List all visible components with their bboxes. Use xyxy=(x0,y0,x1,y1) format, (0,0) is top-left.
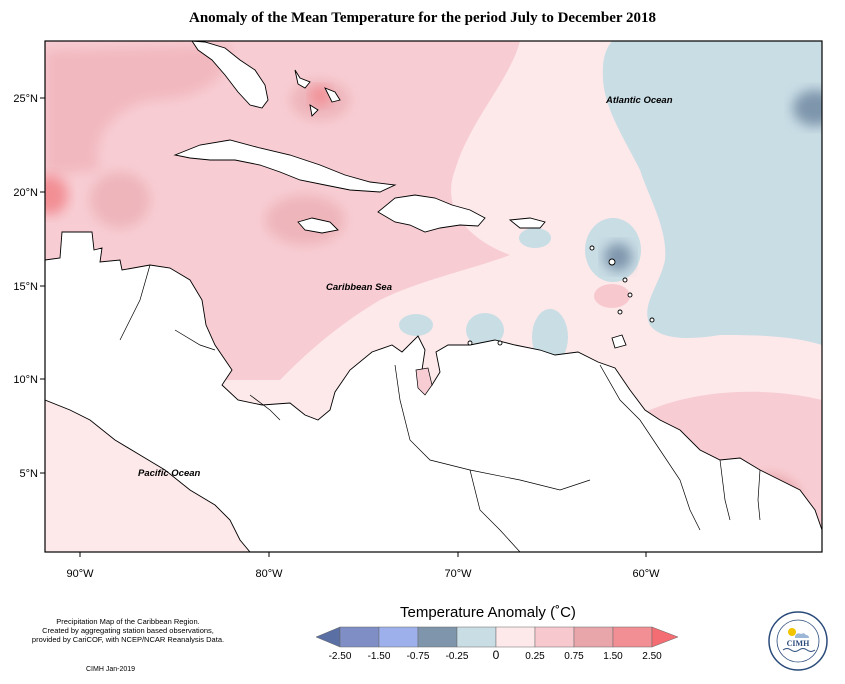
legend-swatch xyxy=(339,626,380,648)
lat-tick-label: 10°N xyxy=(13,374,38,386)
credits-block: Precipitation Map of the Caribbean Regio… xyxy=(8,617,248,644)
island-dot xyxy=(617,309,623,315)
anomaly-blob-aruba xyxy=(399,314,433,336)
island-dot xyxy=(649,317,655,323)
lat-tick-label: 20°N xyxy=(13,187,38,199)
anomaly-blob-curacao xyxy=(466,313,504,347)
atlantic-ocean-label: Atlantic Ocean xyxy=(605,95,673,106)
credits-date: CIMH Jan-2019 xyxy=(86,666,136,673)
lat-tick-label: 5°N xyxy=(20,468,39,480)
legend-arrow-low xyxy=(315,626,341,648)
legend-swatch xyxy=(378,626,419,648)
legend-swatch xyxy=(456,626,497,648)
island-dot xyxy=(497,340,503,346)
lat-tick-label: 15°N xyxy=(13,281,38,293)
lon-tick-label: 70°W xyxy=(444,568,472,580)
legend-swatch xyxy=(573,626,614,648)
map-title: Anomaly of the Mean Temperature for the … xyxy=(188,10,657,26)
lon-tick-label: 80°W xyxy=(255,568,283,580)
legend-label: -0.25 xyxy=(446,651,469,662)
legend-title: Temperature Anomaly (˚C) xyxy=(400,604,576,621)
land-outlines xyxy=(45,41,822,552)
lon-tick-label: 60°W xyxy=(632,568,660,580)
legend-label: 0.25 xyxy=(525,651,545,662)
country-borders xyxy=(119,264,761,552)
credits-line: Precipitation Map of the Caribbean Regio… xyxy=(56,617,200,626)
lat-tick-label: 25°N xyxy=(13,93,38,105)
anomaly-blob-bahamas-core xyxy=(310,86,330,106)
longitude-axis: 90°W 80°W 70°W 60°W xyxy=(66,552,660,580)
hispaniola-land xyxy=(377,194,486,233)
cuba-land xyxy=(173,139,397,193)
island-dot xyxy=(627,292,633,298)
logo-text: CIMH xyxy=(787,639,810,648)
legend-label: 0 xyxy=(493,648,500,662)
lake-maracaibo xyxy=(415,367,433,396)
map-frame xyxy=(44,40,823,553)
anomaly-blob-guadeloupe-core xyxy=(604,243,632,271)
legend-swatch xyxy=(417,626,458,648)
legend-label: -2.50 xyxy=(329,651,352,662)
sun-icon xyxy=(788,628,796,636)
legend-label: -1.50 xyxy=(368,651,391,662)
legend-colorbar: -2.50 -1.50 -0.75 -0.25 0 0.25 0.75 1.50… xyxy=(315,626,679,662)
anomaly-blob-west-coast xyxy=(45,175,68,215)
anomaly-field-atlantic-blue xyxy=(602,41,822,345)
legend-swatch xyxy=(495,626,536,648)
latitude-axis: 25°N 20°N 15°N 10°N 5°N xyxy=(13,93,45,480)
anomaly-blob-antilles xyxy=(594,284,630,308)
puerto-rico-land xyxy=(508,217,546,229)
island-dot xyxy=(608,258,616,266)
anomaly-blob-east xyxy=(793,90,822,126)
anomaly-blob-yucatan xyxy=(90,172,150,228)
legend-arrow-high xyxy=(651,626,679,648)
trinidad-land xyxy=(611,334,627,349)
legend-swatch xyxy=(534,626,575,648)
legend-label: 1.50 xyxy=(603,651,623,662)
legend-swatch xyxy=(612,626,653,648)
lon-tick-label: 90°W xyxy=(66,568,94,580)
island-dot xyxy=(622,277,628,283)
bahamas-land xyxy=(294,69,341,117)
anomaly-blob-prico xyxy=(519,228,551,248)
cimh-logo: CIMH xyxy=(768,611,828,671)
cloud-icon xyxy=(795,633,809,638)
pacific-ocean-label: Pacific Ocean xyxy=(138,468,201,479)
credits-line: provided by CariCOF, with NCEP/NCAR Rean… xyxy=(31,635,225,644)
caribbean-sea-label: Caribbean Sea xyxy=(326,282,392,293)
credits-line: Created by aggregating station based obs… xyxy=(42,626,214,635)
legend-label: 0.75 xyxy=(564,651,584,662)
island-dot xyxy=(589,245,595,251)
jamaica-land xyxy=(297,217,339,234)
florida-land xyxy=(191,41,269,109)
legend-label: 2.50 xyxy=(642,651,662,662)
island-dot xyxy=(467,340,473,346)
waves-icon xyxy=(782,648,816,652)
anomaly-field-pink-west xyxy=(45,45,230,175)
central-america-land xyxy=(45,231,822,552)
legend-label: -0.75 xyxy=(407,651,430,662)
